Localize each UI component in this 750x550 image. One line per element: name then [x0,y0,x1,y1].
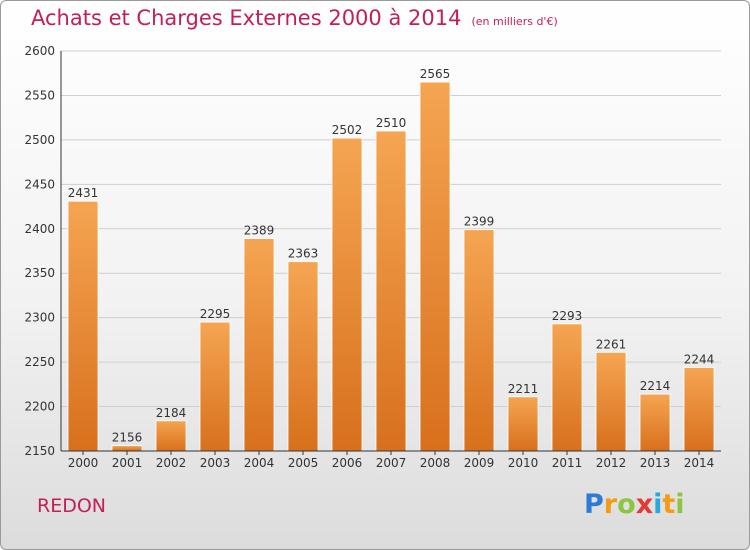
bar-value-label: 2389 [244,224,275,238]
bar-value-label: 2184 [156,406,187,420]
axes-group: 2150 2200 2250 2300 2350 2400 2450 2500 2550 2600… [24,44,721,470]
bar-value-label: 2214 [640,379,671,393]
bar [375,130,407,452]
x-tick-label: 2000 [68,456,99,470]
bar-value-label: 2399 [464,215,495,229]
bar-value-label: 2156 [112,431,143,445]
y-tick-label: 2300 [24,311,55,325]
bar [463,229,495,452]
bar [111,445,143,452]
bar [507,396,539,452]
title-text: Achats et Charges Externes 2000 à 2014 [31,6,462,30]
bar [551,323,583,452]
logo-letter: i [675,489,685,520]
logo-letter: r [603,489,618,520]
y-tick-label: 2400 [24,222,55,236]
bar [199,321,231,452]
bar-value-label: 2244 [684,352,715,366]
x-tick-label: 2004 [244,456,275,470]
x-tick-label: 2003 [200,456,231,470]
bar-value-label: 2431 [68,186,99,200]
bars-group [67,81,715,452]
y-tick-label: 2450 [24,177,55,191]
bar [287,261,319,452]
bar [243,238,275,452]
chart-title: Achats et Charges Externes 2000 à 2014 (e… [31,6,558,30]
city-name: REDON [37,495,107,517]
x-tick-label: 2010 [508,456,539,470]
y-tick-label: 2500 [24,133,55,147]
bar [595,351,627,452]
x-tick-label: 2008 [420,456,451,470]
x-tick-label: 2013 [640,456,671,470]
x-tick-label: 2005 [288,456,319,470]
bar-value-label: 2261 [596,337,627,351]
y-tick-label: 2550 [24,88,55,102]
bar [683,367,715,452]
x-tick-label: 2011 [552,456,583,470]
x-tick-label: 2001 [112,456,143,470]
logo-letter: t [662,489,676,520]
bar-value-label: 2565 [420,67,451,81]
bar-value-label: 2293 [552,309,583,323]
x-tick-label: 2012 [596,456,627,470]
bar-value-label: 2363 [288,247,319,261]
logo-letter: o [617,489,636,520]
chart-unit: (en milliers d'€) [471,15,558,28]
x-tick-label: 2014 [684,456,715,470]
bar-value-label: 2502 [332,123,363,137]
bar [67,200,99,452]
bar [419,81,451,452]
bar [639,393,671,452]
bar [331,137,363,452]
bar [155,420,187,452]
y-tick-label: 2200 [24,400,55,414]
proxiti-logo: Proxiti [584,489,685,520]
logo-letter: P [584,489,604,520]
bar-value-label: 2510 [376,116,407,130]
bar-value-label: 2211 [508,382,539,396]
x-tick-label: 2007 [376,456,407,470]
y-tick-label: 2350 [24,266,55,280]
logo-letter: i [653,489,663,520]
x-tick-label: 2009 [464,456,495,470]
y-tick-label: 2600 [24,44,55,58]
y-tick-label: 2250 [24,355,55,369]
x-tick-label: 2006 [332,456,363,470]
x-tick-label: 2002 [156,456,187,470]
bar-value-label: 2295 [200,307,231,321]
y-tick-label: 2150 [24,444,55,458]
labels-group: 2431 2156 2184 2295 2389 2363 2502 2510 2565 2399… [68,67,715,445]
logo-letter: x [635,489,654,520]
